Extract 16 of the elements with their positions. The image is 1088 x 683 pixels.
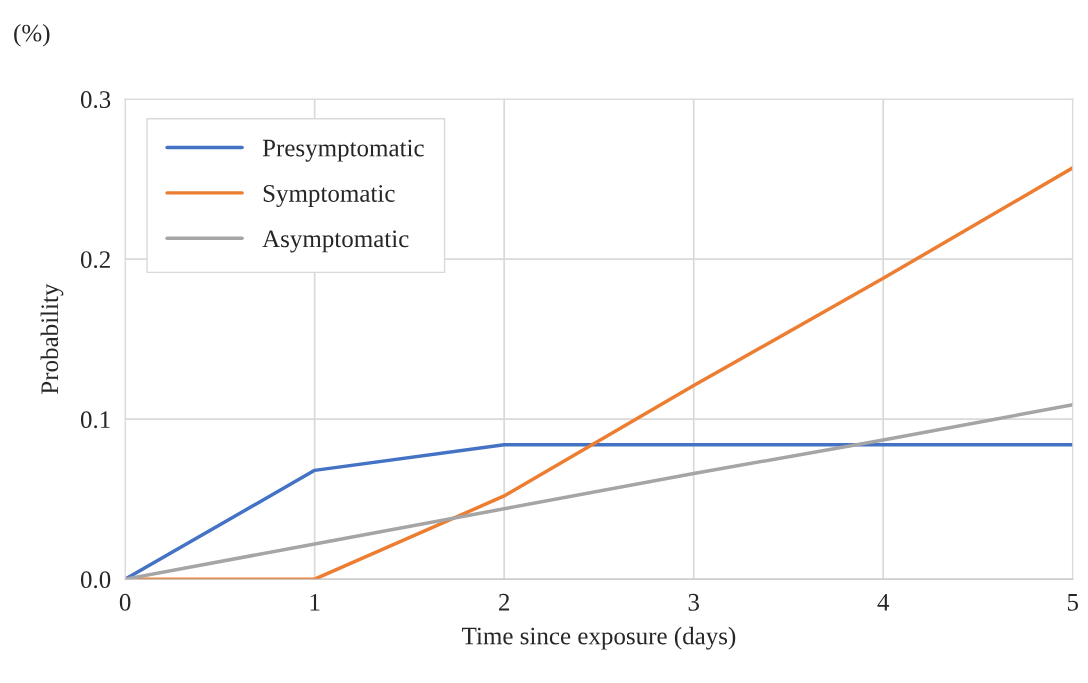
x-tick-label: 2 <box>499 593 510 611</box>
legend-label: Symptomatic <box>263 185 395 208</box>
x-tick-label: 5 <box>1067 594 1079 611</box>
legend-label: Asymptomatic <box>262 230 409 253</box>
legend-label: Presymptomatic <box>262 139 424 162</box>
x-tick-label: 3 <box>688 593 699 611</box>
x-tick-label: 0 <box>119 593 131 611</box>
y-axis-title: Probability <box>40 283 64 394</box>
y-tick-label: 0.2 <box>80 251 110 269</box>
x-tick-label: 4 <box>877 593 890 611</box>
y-tick-label: 0.0 <box>80 571 111 589</box>
y-tick-label: 0.1 <box>80 411 110 429</box>
y-tick-label: 0.3 <box>80 91 111 109</box>
x-axis-title: Time since exposure (days) <box>462 626 736 650</box>
text: (%) <box>14 23 50 47</box>
x-tick-label: 1 <box>310 593 320 611</box>
